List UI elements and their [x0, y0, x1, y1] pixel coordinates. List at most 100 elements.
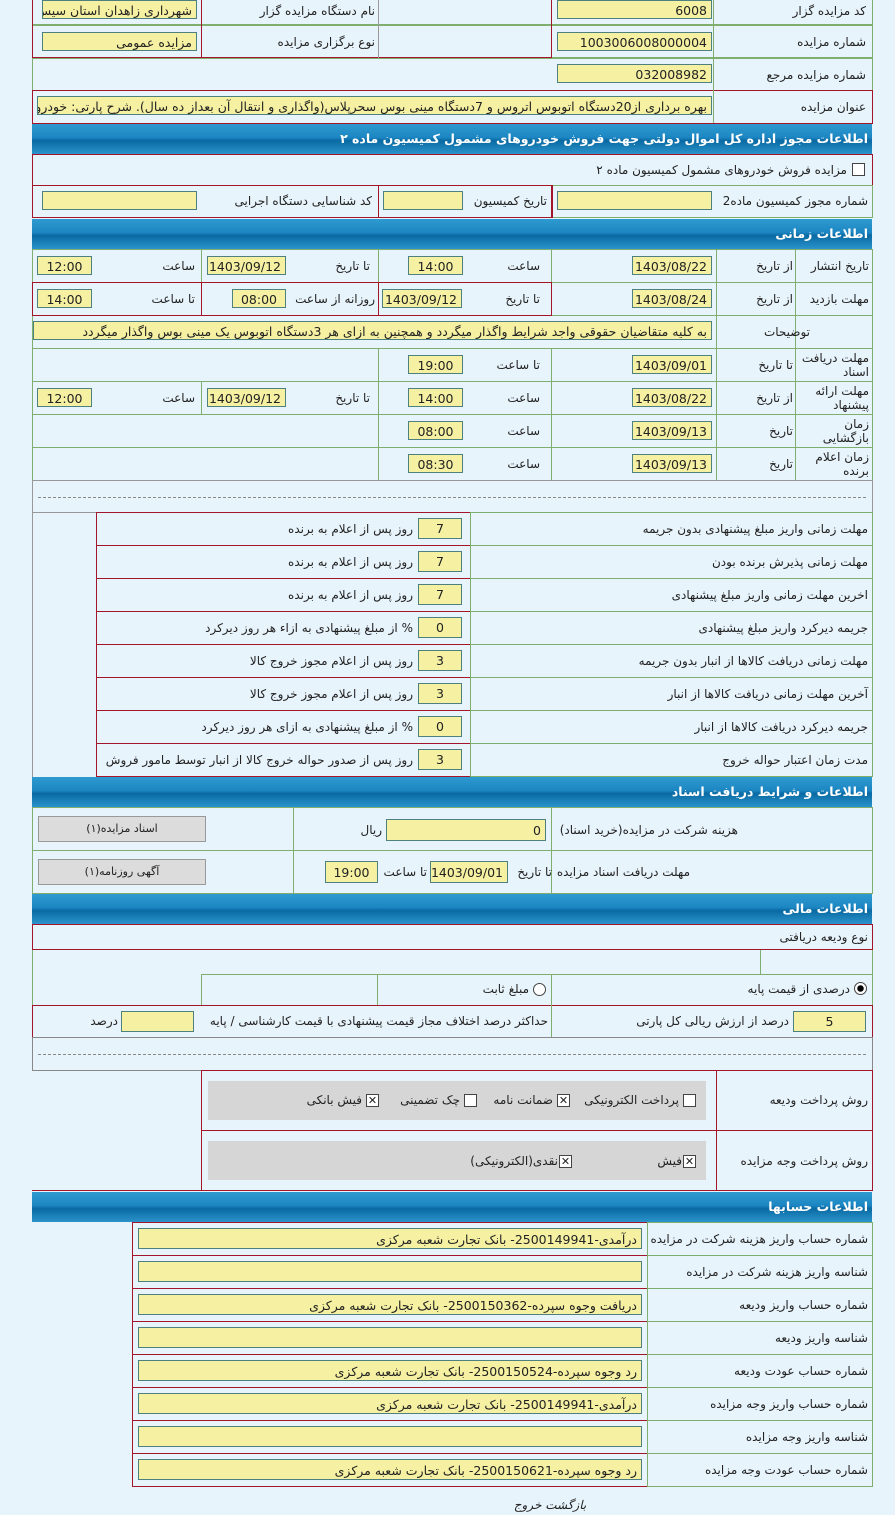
docs-time[interactable]: 19:00: [408, 355, 463, 374]
from-date-label: از تاریخ: [756, 292, 793, 306]
account-label: شماره حساب عودت وجه مزایده: [704, 1463, 868, 1477]
ref-field[interactable]: 032008982: [557, 64, 712, 83]
penalty-value[interactable]: 3: [418, 650, 462, 671]
to-hour-label: تا ساعت: [383, 865, 427, 879]
visit-from-date[interactable]: 1403/08/24: [632, 289, 712, 308]
offer-to-time[interactable]: 12:00: [37, 388, 92, 407]
payment-method-label-item: نقدی(الکترونیکی): [470, 1154, 558, 1168]
docs-date-field[interactable]: 1403/09/01: [430, 861, 508, 883]
penalty-label: مهلت زمانی دریافت کالاها از انبار بدون ج…: [638, 654, 868, 668]
radio-percent[interactable]: [854, 982, 867, 995]
docs-time-field[interactable]: 19:00: [325, 861, 378, 883]
penalty-label: مدت زمان اعتبار حواله خروج: [722, 753, 868, 767]
deposit-method-checkbox[interactable]: [683, 1094, 696, 1107]
penalty-value[interactable]: 3: [418, 683, 462, 704]
account-field[interactable]: درآمدی-2500149941- بانک تجارت شعبه مرکزی: [138, 1228, 642, 1249]
type-field[interactable]: مزایده عمومی: [42, 32, 197, 51]
deposit-methods-group: [208, 1081, 706, 1120]
deposit-method-checkbox[interactable]: ✕: [557, 1094, 570, 1107]
offer-to-date[interactable]: 1403/09/12: [207, 388, 286, 407]
offer-from-date[interactable]: 1403/08/22: [632, 388, 712, 407]
commission-date-field[interactable]: [383, 191, 463, 210]
penalty-value[interactable]: 7: [418, 584, 462, 605]
cell-border: [32, 185, 552, 218]
org-field[interactable]: شهرداری زاهدان استان سیس: [42, 0, 197, 19]
publish-from-date[interactable]: 1403/08/22: [632, 256, 712, 275]
account-label: شناسه واریز هزینه شرکت در مزایده: [686, 1265, 868, 1279]
account-field[interactable]: رد وجوه سپرده-2500150621- بانک تجارت شعب…: [138, 1459, 642, 1480]
winner-time[interactable]: 08:30: [408, 454, 463, 473]
date-label: تاریخ: [769, 424, 793, 438]
currency-label: ریال: [360, 823, 382, 837]
radio-fixed[interactable]: [533, 983, 546, 996]
code-label: کد مزایده گزار: [792, 4, 866, 18]
offer-from-time[interactable]: 14:00: [408, 388, 463, 407]
fee-field[interactable]: 0: [386, 819, 546, 841]
deposit-method-label-item: ضمانت نامه: [493, 1093, 553, 1107]
finance-header: اطلاعات مالی: [32, 894, 872, 924]
deposit-method-checkbox[interactable]: [464, 1094, 477, 1107]
title-field[interactable]: بهره برداری از20دستگاه اتوبوس اتروس و 7د…: [37, 96, 712, 115]
docs-deadline-label: مهلت دریافت اسناد: [801, 351, 869, 379]
account-field[interactable]: درآمدی-2500149941- بانک تجارت شعبه مرکزی: [138, 1393, 642, 1414]
offer-label: مهلت ارائه پیشنهاد: [815, 384, 869, 412]
opening-time[interactable]: 08:00: [408, 421, 463, 440]
penalty-value[interactable]: 7: [418, 518, 462, 539]
visit-from-time[interactable]: 08:00: [232, 289, 286, 308]
penalty-label: اخرین مهلت زمانی واریز مبلغ پیشنهادی: [671, 588, 868, 602]
newspaper-ad-button[interactable]: آگهی روزنامه(۱): [38, 859, 206, 885]
account-field[interactable]: [138, 1261, 642, 1282]
visit-to-time[interactable]: 14:00: [37, 289, 92, 308]
payment-method-checkbox[interactable]: ✕: [559, 1155, 572, 1168]
publish-to-date[interactable]: 1403/09/12: [207, 256, 286, 275]
opening-date[interactable]: 1403/09/13: [632, 421, 712, 440]
daily-from-label: روزانه از ساعت: [295, 292, 375, 306]
winner-date[interactable]: 1403/09/13: [632, 454, 712, 473]
winner-label: زمان اعلام برنده: [815, 450, 869, 478]
permit-checkbox[interactable]: [852, 163, 865, 176]
account-label: شناسه واریز ودیعه: [774, 1331, 868, 1345]
penalty-value[interactable]: 7: [418, 551, 462, 572]
publish-to-time[interactable]: 12:00: [37, 256, 92, 275]
notes-field[interactable]: به کلیه متقاضیان حقوقی واجد شرایط واگذار…: [33, 321, 712, 340]
hour-label: ساعت: [507, 424, 540, 438]
docs-section-header: اطلاعات و شرایط دریافت اسناد: [32, 777, 872, 807]
penalty-label: جریمه دیرکرد دریافت کالاها از انبار: [694, 720, 868, 734]
account-label: شماره حساب عودت ودیعه: [734, 1364, 868, 1378]
notes-label: توضیحات: [763, 325, 810, 339]
penalty-label-cell: [470, 743, 873, 777]
date-label: تاریخ: [769, 457, 793, 471]
account-field[interactable]: [138, 1327, 642, 1348]
penalty-value[interactable]: 0: [418, 617, 462, 638]
payment-method-checkbox[interactable]: ✕: [683, 1155, 696, 1168]
percent-field[interactable]: 5: [793, 1011, 866, 1032]
account-label: شماره حساب واریز ودیعه: [739, 1298, 868, 1312]
max-diff-field[interactable]: [121, 1011, 194, 1032]
account-field[interactable]: [138, 1426, 642, 1447]
code-field[interactable]: 6008: [557, 0, 712, 19]
permit-header: اطلاعات مجوز اداره کل اموال دولتی جهت فر…: [32, 124, 872, 154]
penalty-unit: روز پس از صدور حواله خروج کالا از انبار …: [105, 753, 413, 767]
back-link[interactable]: بازگشت: [545, 1498, 587, 1512]
auction-docs-button[interactable]: اسناد مزایده(۱): [38, 816, 206, 842]
from-date-label: از تاریخ: [756, 259, 793, 273]
to-date-label: تا تاریخ: [335, 391, 370, 405]
penalty-value[interactable]: 3: [418, 749, 462, 770]
exec-code-field[interactable]: [42, 191, 197, 210]
account-field[interactable]: رد وجوه سپرده-2500150524- بانک تجارت شعب…: [138, 1360, 642, 1381]
number-label: شماره مزایده: [797, 35, 866, 49]
deposit-method-label-item: فیش بانکی: [306, 1093, 362, 1107]
title-label: عنوان مزایده: [800, 100, 866, 114]
exit-link[interactable]: خروج: [513, 1498, 542, 1512]
deposit-method-checkbox[interactable]: ✕: [366, 1094, 379, 1107]
divider: [378, 0, 379, 58]
account-field[interactable]: دریافت وجوه سپرده-2500150362- بانک تجارت…: [138, 1294, 642, 1315]
permit-no-field[interactable]: [557, 191, 712, 210]
payment-method-label-item: فیش: [657, 1154, 682, 1168]
publish-from-time[interactable]: 14:00: [408, 256, 463, 275]
number-field[interactable]: 1003006008000004: [557, 32, 712, 51]
penalty-value[interactable]: 0: [418, 716, 462, 737]
docs-date[interactable]: 1403/09/01: [632, 355, 712, 374]
visit-to-date[interactable]: 1403/09/12: [382, 289, 462, 308]
